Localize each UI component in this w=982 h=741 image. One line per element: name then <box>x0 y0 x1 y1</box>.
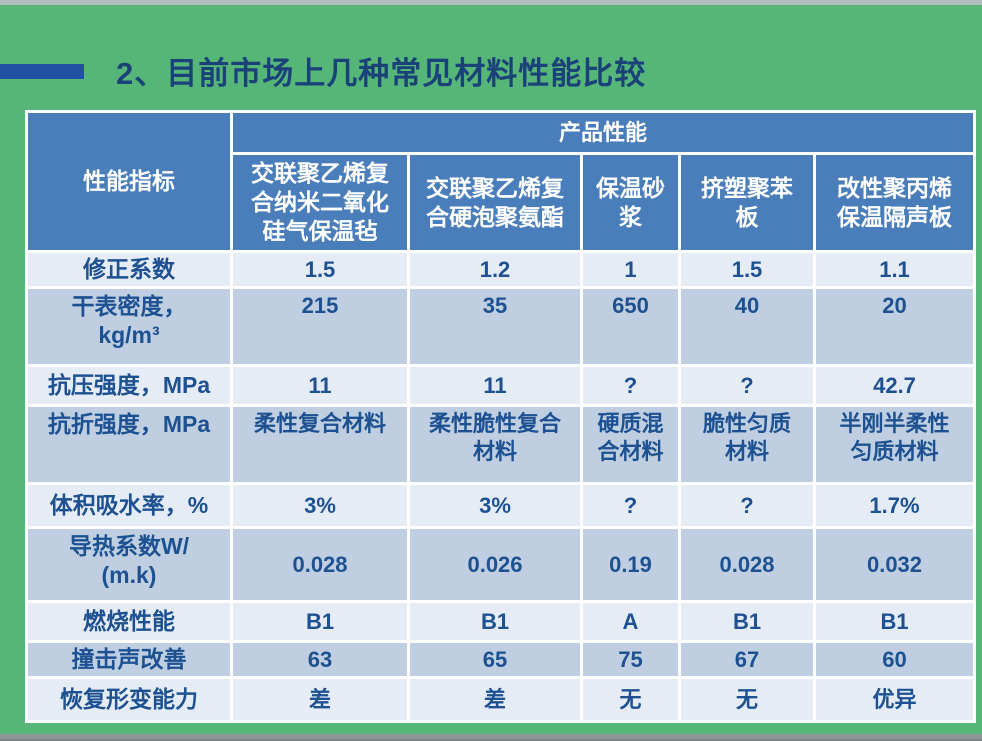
cell-value: B1 <box>678 600 816 643</box>
cell-value: 35 <box>407 286 583 367</box>
table-row-thermal-conductivity: 导热系数W/ (m.k) 0.028 0.026 0.19 0.028 0.03… <box>25 526 977 603</box>
material-comparison-table: 性能指标 产品性能 交联聚乙烯复 合纳米二氧化 硅气保温毡 交联聚乙烯复 合硬泡… <box>25 110 977 723</box>
corner-header-cell: 性能指标 <box>25 110 233 253</box>
cell-value: ? <box>678 364 816 407</box>
cell-value: B1 <box>812 600 977 643</box>
row-label: 燃烧性能 <box>25 600 233 643</box>
table-row-impact-sound-improvement: 撞击声改善 63 65 75 67 60 <box>25 640 977 679</box>
cell-value: ? <box>580 482 681 529</box>
cell-value: 无 <box>678 676 816 723</box>
cell-value: 1.5 <box>678 250 816 289</box>
cell-value: 75 <box>580 640 681 679</box>
cell-value: 40 <box>678 286 816 367</box>
cell-value: 65 <box>407 640 583 679</box>
table-row-deformation-recovery: 恢复形变能力 差 差 无 无 优异 <box>25 676 977 723</box>
cell-value: B1 <box>407 600 583 643</box>
cell-value: 硬质混 合材料 <box>580 404 681 485</box>
cell-value: 11 <box>407 364 583 407</box>
column-header-material-1: 交联聚乙烯复 合纳米二氧化 硅气保温毡 <box>230 152 410 253</box>
column-header-material-3: 保温砂 浆 <box>580 152 681 253</box>
cell-value: 柔性脆性复合 材料 <box>407 404 583 485</box>
cell-value: ? <box>580 364 681 407</box>
row-label: 抗折强度，MPa <box>25 404 233 485</box>
cell-value: 67 <box>678 640 816 679</box>
row-label: 干表密度， kg/m³ <box>25 286 233 367</box>
table-row-flexural-strength: 抗折强度，MPa 柔性复合材料 柔性脆性复合 材料 硬质混 合材料 脆性匀质 材… <box>25 404 977 485</box>
cell-value: 无 <box>580 676 681 723</box>
title-accent-bar <box>0 64 84 79</box>
cell-value: 脆性匀质 材料 <box>678 404 816 485</box>
column-header-row: 交联聚乙烯复 合纳米二氧化 硅气保温毡 交联聚乙烯复 合硬泡聚氨酯 保温砂 浆 … <box>27 152 977 253</box>
column-header-material-5: 改性聚丙烯 保温隔声板 <box>812 152 977 253</box>
cell-value: 优异 <box>812 676 977 723</box>
cell-value: ? <box>678 482 816 529</box>
row-label: 导热系数W/ (m.k) <box>25 526 233 603</box>
cell-value: 20 <box>812 286 977 367</box>
cell-value: 11 <box>230 364 410 407</box>
row-label: 撞击声改善 <box>25 640 233 679</box>
cell-value: 0.19 <box>580 526 681 603</box>
group-header-cell: 产品性能 <box>229 110 977 155</box>
column-header-material-4: 挤塑聚苯 板 <box>678 152 816 253</box>
cell-value: 柔性复合材料 <box>230 404 410 485</box>
table-row-compressive-strength: 抗压强度，MPa 11 11 ? ? 42.7 <box>25 364 977 407</box>
cell-value: 63 <box>230 640 410 679</box>
cell-value: 215 <box>230 286 410 367</box>
top-edge-strip <box>0 0 982 5</box>
cell-value: 1 <box>580 250 681 289</box>
row-label: 抗压强度，MPa <box>25 364 233 407</box>
bottom-edge-strip <box>0 734 982 741</box>
cell-value: 1.2 <box>407 250 583 289</box>
group-header-row: 性能指标 产品性能 <box>25 110 977 253</box>
cell-value: 1.1 <box>812 250 977 289</box>
cell-value: 3% <box>407 482 583 529</box>
cell-value: 1.5 <box>230 250 410 289</box>
table-row-combustion-performance: 燃烧性能 B1 B1 A B1 B1 <box>25 600 977 643</box>
cell-value: 60 <box>812 640 977 679</box>
cell-value: 半刚半柔性 匀质材料 <box>812 404 977 485</box>
cell-value: 差 <box>407 676 583 723</box>
table-row-dry-density: 干表密度， kg/m³ 215 35 650 40 20 <box>25 286 977 367</box>
cell-value: 0.026 <box>407 526 583 603</box>
cell-value: 42.7 <box>812 364 977 407</box>
table-row-water-absorption: 体积吸水率，% 3% 3% ? ? 1.7% <box>25 482 977 529</box>
cell-value: 0.028 <box>678 526 816 603</box>
cell-value: A <box>580 600 681 643</box>
row-label: 恢复形变能力 <box>25 676 233 723</box>
cell-value: 650 <box>580 286 681 367</box>
cell-value: 0.028 <box>230 526 410 603</box>
table-row-correction-factor: 修正系数 1.5 1.2 1 1.5 1.1 <box>25 250 977 289</box>
cell-value: B1 <box>230 600 410 643</box>
row-label: 修正系数 <box>25 250 233 289</box>
row-label: 体积吸水率，% <box>25 482 233 529</box>
cell-value: 3% <box>230 482 410 529</box>
cell-value: 1.7% <box>812 482 977 529</box>
page-title: 2、目前市场上几种常见材料性能比较 <box>116 56 647 91</box>
column-header-material-2: 交联聚乙烯复 合硬泡聚氨酯 <box>407 152 583 253</box>
cell-value: 0.032 <box>812 526 977 603</box>
cell-value: 差 <box>230 676 410 723</box>
